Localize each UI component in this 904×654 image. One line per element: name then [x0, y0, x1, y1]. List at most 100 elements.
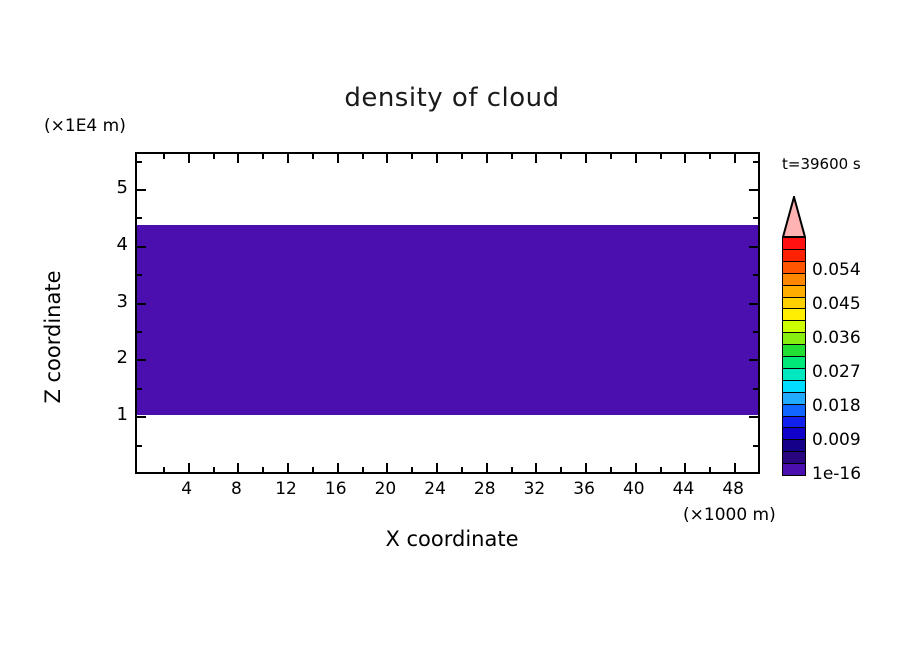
colorbar [782, 237, 806, 477]
x-axis-tick-minor [411, 467, 414, 472]
x-axis-tick-major [734, 463, 737, 472]
x-axis-tick-minor-top [609, 154, 612, 159]
x-axis-tick-major [287, 463, 290, 472]
y-axis-tick-major-right [749, 359, 758, 362]
x-axis-tick-minor [361, 467, 364, 472]
y-axis-tick-label: 3 [116, 290, 128, 312]
cloud-density-filled-region [137, 224, 758, 416]
y-axis-tick-label: 4 [116, 233, 128, 255]
colorbar-tick-label: 0.027 [812, 362, 861, 382]
y-axis-tick-major-right [749, 189, 758, 192]
x-axis-tick-minor-top [262, 154, 265, 159]
y-axis-tick-minor-right [753, 331, 758, 334]
x-axis-tick-label: 28 [473, 479, 496, 499]
colorbar-overflow-arrow-icon [782, 196, 806, 238]
y-axis-tick-minor [137, 274, 142, 277]
y-axis-tick-minor-right [753, 274, 758, 277]
y-axis-tick-minor [137, 444, 142, 447]
y-axis-tick-major-right [749, 302, 758, 305]
x-axis-tick-major [187, 463, 190, 472]
x-axis-tick-major-top [187, 154, 190, 163]
x-axis-tick-label: 48 [722, 479, 744, 499]
x-axis-tick-major-top [287, 154, 290, 163]
x-axis-tick-minor-top [460, 154, 463, 159]
x-axis-tick-minor [311, 467, 314, 472]
y-axis-tick-minor-right [753, 444, 758, 447]
x-axis-tick-major [634, 463, 637, 472]
plot-area [135, 152, 760, 474]
x-axis-tick-minor [560, 467, 563, 472]
x-axis-tick-major [585, 463, 588, 472]
x-axis-tick-major-top [585, 154, 588, 163]
y-axis-tick-minor-right [753, 387, 758, 390]
y-axis-tick-major-right [749, 245, 758, 248]
x-axis-tick-minor-top [659, 154, 662, 159]
colorbar-tick-label: 0.054 [812, 260, 861, 280]
x-axis-tick-minor-top [212, 154, 215, 159]
y-axis-tick-minor [137, 331, 142, 334]
x-axis-tick-minor-top [411, 154, 414, 159]
colorbar-band [782, 463, 806, 477]
x-axis-tick-minor [709, 467, 712, 472]
x-axis-tick-minor [609, 467, 612, 472]
x-axis-tick-major [485, 463, 488, 472]
x-axis-tick-minor [162, 467, 165, 472]
y-axis-tick-minor-right [753, 160, 758, 163]
y-axis-tick-minor [137, 160, 142, 163]
x-axis-tick-minor-top [311, 154, 314, 159]
x-axis-tick-major-top [485, 154, 488, 163]
x-axis-tick-major-top [535, 154, 538, 163]
colorbar-tick-label: 0.036 [812, 328, 861, 348]
x-axis-tick-label: 20 [374, 479, 397, 499]
y-axis-tick-label: 5 [116, 177, 128, 199]
x-axis-tick-label: 8 [230, 479, 242, 499]
x-axis-tick-minor [758, 467, 760, 472]
x-axis-tick-major [436, 463, 439, 472]
x-axis-tick-major-top [436, 154, 439, 163]
x-axis-tick-major [684, 463, 687, 472]
x-axis-tick-minor [262, 467, 265, 472]
x-axis-tick-minor-top [510, 154, 513, 159]
x-axis-tick-minor [510, 467, 513, 472]
x-axis-tick-minor [212, 467, 215, 472]
x-axis-tick-label: 40 [622, 479, 645, 499]
x-axis-tick-major [237, 463, 240, 472]
x-axis-tick-major-top [734, 154, 737, 163]
y-axis-tick-major-right [749, 416, 758, 419]
plot-inner [137, 154, 758, 472]
y-axis-tick-minor [137, 387, 142, 390]
x-axis-tick-major-top [336, 154, 339, 163]
y-axis-tick-major [137, 416, 146, 419]
y-axis-tick-minor-right [753, 217, 758, 220]
x-axis-tick-major [336, 463, 339, 472]
colorbar-tick-label: 0.045 [812, 294, 861, 314]
x-axis-tick-label: 12 [275, 479, 297, 499]
x-axis-tick-minor-top [361, 154, 364, 159]
x-axis-tick-major-top [684, 154, 687, 163]
y-axis-tick-label: 2 [116, 347, 128, 369]
y-axis-tick-major [137, 359, 146, 362]
x-axis-tick-major [535, 463, 538, 472]
x-axis-tick-minor-top [162, 154, 165, 159]
colorbar-tick-label: 0.009 [812, 430, 861, 450]
x-axis-tick-major-top [237, 154, 240, 163]
x-axis-tick-label: 36 [573, 479, 595, 499]
colorbar-tick-label: 0.018 [812, 396, 861, 416]
x-axis-tick-minor-top [758, 154, 760, 159]
x-axis-tick-major-top [634, 154, 637, 163]
y-axis-tick-label: 1 [116, 404, 128, 426]
y-axis-tick-major [137, 302, 146, 305]
x-axis-tick-label: 44 [672, 479, 695, 499]
y-axis-tick-minor [137, 217, 142, 220]
y-axis-tick-major [137, 189, 146, 192]
x-axis-tick-label: 24 [424, 479, 446, 499]
colorbar-tick-label: 1e-16 [812, 464, 862, 484]
chart-title: density of cloud [344, 83, 560, 113]
x-axis-tick-minor [659, 467, 662, 472]
x-axis-tick-minor [460, 467, 463, 472]
z-axis-title: Z coordinate [41, 270, 65, 404]
z-axis-units-label: (×1E4 m) [44, 116, 126, 136]
x-axis-units-label: (×1000 m) [683, 505, 776, 525]
x-axis-tick-label: 32 [523, 479, 546, 499]
